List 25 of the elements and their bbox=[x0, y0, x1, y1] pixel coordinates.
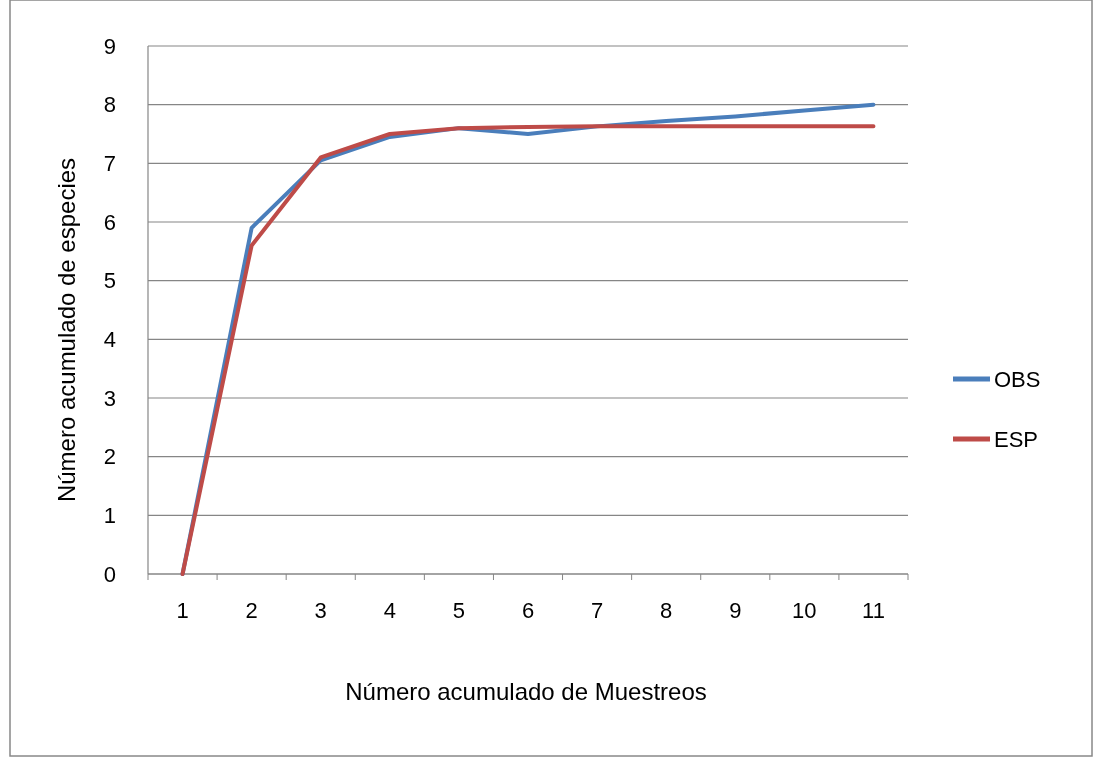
legend-label: OBS bbox=[994, 366, 1041, 392]
x-axis-title: Número acumulado de Muestreos bbox=[345, 678, 707, 705]
x-tick-label: 7 bbox=[590, 597, 604, 623]
y-tick-label: 5 bbox=[103, 268, 116, 294]
legend-label: ESP bbox=[994, 426, 1039, 452]
x-tick-label: 10 bbox=[792, 597, 817, 623]
y-axis-title: Número acumulado de especies bbox=[53, 157, 80, 503]
x-tick-label: 4 bbox=[383, 597, 396, 623]
y-tick-label: 3 bbox=[103, 385, 116, 411]
x-tick-label: 11 bbox=[862, 597, 885, 623]
y-tick-label: 0 bbox=[103, 561, 116, 587]
y-tick-label: 6 bbox=[103, 209, 116, 235]
x-tick-label: 8 bbox=[660, 597, 673, 623]
x-tick-label: 3 bbox=[314, 597, 327, 623]
x-tick-label: 2 bbox=[245, 597, 258, 623]
x-tick-label: 6 bbox=[521, 597, 535, 623]
x-tick-label: 1 bbox=[176, 597, 189, 623]
y-tick-label: 9 bbox=[103, 33, 116, 59]
y-tick-label: 1 bbox=[103, 503, 116, 529]
y-tick-label: 2 bbox=[103, 444, 116, 470]
y-tick-label: 7 bbox=[103, 151, 116, 177]
x-tick-label: 5 bbox=[452, 597, 466, 623]
y-tick-label: 8 bbox=[103, 92, 116, 118]
y-tick-label: 4 bbox=[103, 327, 116, 353]
x-tick-label: 9 bbox=[729, 597, 742, 623]
